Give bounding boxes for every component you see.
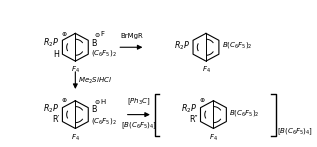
Text: $(C_6F_5)_2$: $(C_6F_5)_2$: [91, 116, 117, 126]
Text: B: B: [91, 105, 97, 114]
Text: $F_4$: $F_4$: [71, 132, 80, 143]
Text: ⊕: ⊕: [200, 98, 205, 103]
Text: $R_2P$: $R_2P$: [43, 102, 60, 115]
Text: ⊕: ⊕: [61, 98, 67, 103]
Text: $F_4$: $F_4$: [71, 65, 80, 75]
Text: $(C_6F_5)_2$: $(C_6F_5)_2$: [91, 48, 117, 58]
Text: R″: R″: [189, 115, 197, 124]
Text: B: B: [91, 39, 97, 48]
Text: $R_2P$: $R_2P$: [174, 39, 190, 51]
Text: ⊕: ⊕: [61, 32, 67, 37]
Text: $B(C_6F_5)_2$: $B(C_6F_5)_2$: [222, 40, 252, 50]
Text: R′: R′: [52, 115, 60, 124]
Text: $F_4$: $F_4$: [202, 65, 210, 75]
Text: ⊖: ⊖: [94, 100, 100, 105]
Text: ⊖: ⊖: [94, 33, 100, 38]
Text: BrMgR: BrMgR: [120, 33, 143, 39]
Text: $B(C_6F_5)_2$: $B(C_6F_5)_2$: [229, 108, 260, 118]
Text: $R_2P$: $R_2P$: [43, 36, 60, 49]
Text: $Me_2SiHCl$: $Me_2SiHCl$: [78, 76, 112, 86]
Text: $[B(C_6F_5)_4]$: $[B(C_6F_5)_4]$: [121, 121, 157, 131]
Text: $F_4$: $F_4$: [209, 132, 218, 143]
Text: $[B(C_6F_5)_4]$: $[B(C_6F_5)_4]$: [277, 126, 313, 137]
Text: $R_2P$: $R_2P$: [181, 102, 197, 115]
Text: H: H: [100, 99, 106, 105]
Text: $[Ph_3C]$: $[Ph_3C]$: [127, 96, 151, 107]
Text: H: H: [54, 50, 60, 59]
Text: F: F: [100, 31, 105, 37]
